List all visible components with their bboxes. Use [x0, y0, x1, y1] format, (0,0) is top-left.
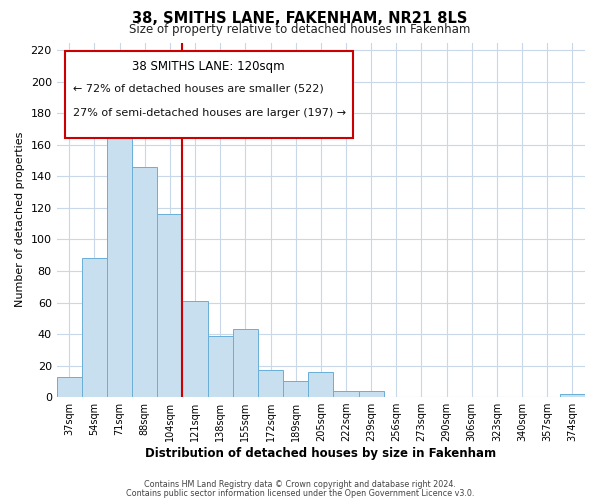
- Text: Contains public sector information licensed under the Open Government Licence v3: Contains public sector information licen…: [126, 488, 474, 498]
- Y-axis label: Number of detached properties: Number of detached properties: [15, 132, 25, 308]
- Text: 38 SMITHS LANE: 120sqm: 38 SMITHS LANE: 120sqm: [132, 60, 285, 73]
- Bar: [560, 394, 585, 397]
- Bar: [334, 391, 359, 397]
- FancyBboxPatch shape: [65, 52, 353, 138]
- Bar: [233, 330, 258, 397]
- Text: Contains HM Land Registry data © Crown copyright and database right 2024.: Contains HM Land Registry data © Crown c…: [144, 480, 456, 489]
- Text: 27% of semi-detached houses are larger (197) →: 27% of semi-detached houses are larger (…: [73, 108, 346, 118]
- Text: Size of property relative to detached houses in Fakenham: Size of property relative to detached ho…: [130, 22, 470, 36]
- Text: 38, SMITHS LANE, FAKENHAM, NR21 8LS: 38, SMITHS LANE, FAKENHAM, NR21 8LS: [133, 11, 467, 26]
- Bar: [56, 376, 82, 397]
- Bar: [107, 115, 132, 397]
- X-axis label: Distribution of detached houses by size in Fakenham: Distribution of detached houses by size …: [145, 447, 496, 460]
- Bar: [182, 301, 208, 397]
- Bar: [308, 372, 334, 397]
- Bar: [82, 258, 107, 397]
- Bar: [157, 214, 182, 397]
- Bar: [258, 370, 283, 397]
- Bar: [283, 382, 308, 397]
- Bar: [359, 391, 384, 397]
- Bar: [132, 167, 157, 397]
- Bar: [208, 336, 233, 397]
- Text: ← 72% of detached houses are smaller (522): ← 72% of detached houses are smaller (52…: [73, 84, 323, 94]
